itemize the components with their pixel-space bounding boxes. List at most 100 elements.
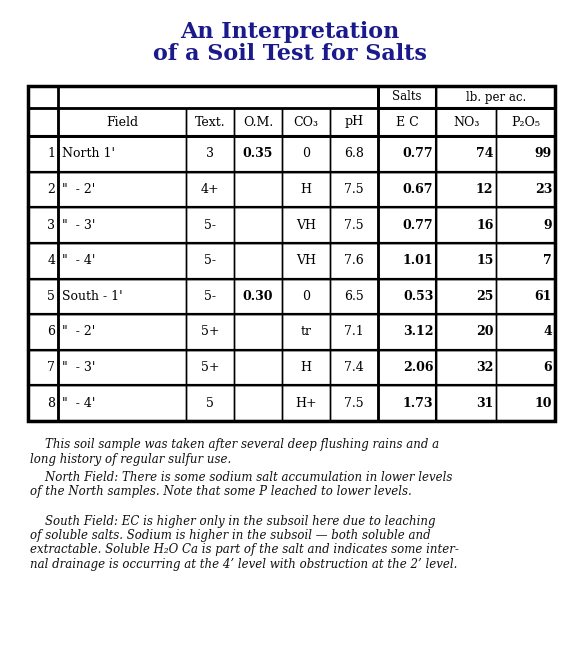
Text: nal drainage is occurring at the 4’ level with obstruction at the 2’ level.: nal drainage is occurring at the 4’ leve…: [30, 558, 458, 571]
Bar: [234, 279, 282, 314]
Bar: [330, 172, 378, 207]
Bar: [436, 108, 496, 136]
Bar: [436, 385, 496, 421]
Text: 9: 9: [543, 218, 552, 232]
Text: 3: 3: [48, 218, 55, 232]
Bar: [186, 207, 234, 243]
Bar: [234, 243, 282, 279]
Bar: [234, 172, 282, 207]
Bar: [186, 172, 234, 207]
Bar: [282, 350, 330, 385]
Text: 6: 6: [543, 361, 552, 374]
Text: 7.5: 7.5: [344, 397, 364, 410]
Text: 5+: 5+: [201, 325, 219, 338]
Bar: [436, 314, 496, 350]
Text: 3: 3: [206, 148, 214, 160]
Bar: [330, 314, 378, 350]
Text: 61: 61: [535, 290, 552, 303]
Text: 6.8: 6.8: [344, 148, 364, 160]
Bar: [282, 136, 330, 172]
Bar: [436, 172, 496, 207]
Text: "  - 3': " - 3': [62, 218, 96, 232]
Bar: [234, 136, 282, 172]
Bar: [496, 314, 555, 350]
Text: H: H: [300, 183, 311, 196]
Text: O.M.: O.M.: [243, 115, 273, 129]
Bar: [436, 243, 496, 279]
Bar: [28, 243, 59, 279]
Bar: [378, 314, 436, 350]
Text: 0.67: 0.67: [403, 183, 433, 196]
Bar: [496, 207, 555, 243]
Bar: [282, 108, 330, 136]
Bar: [59, 207, 186, 243]
Text: pH: pH: [344, 115, 363, 129]
Text: "  - 4': " - 4': [62, 254, 96, 267]
Bar: [282, 314, 330, 350]
Bar: [234, 385, 282, 421]
Bar: [28, 350, 59, 385]
Bar: [378, 86, 555, 108]
Bar: [330, 350, 378, 385]
Bar: [436, 86, 555, 108]
Text: "  - 2': " - 2': [62, 325, 96, 338]
Bar: [282, 172, 330, 207]
Text: 7.4: 7.4: [344, 361, 364, 374]
Bar: [59, 172, 186, 207]
Text: 8: 8: [48, 397, 55, 410]
Text: 5: 5: [206, 397, 214, 410]
Text: 4+: 4+: [201, 183, 219, 196]
Text: Salts: Salts: [392, 91, 422, 104]
Text: 0.35: 0.35: [243, 148, 273, 160]
Bar: [186, 136, 234, 172]
Bar: [28, 207, 59, 243]
Bar: [378, 385, 436, 421]
Text: 6.5: 6.5: [344, 290, 364, 303]
Text: 6: 6: [48, 325, 55, 338]
Text: NO₃: NO₃: [453, 115, 480, 129]
Bar: [378, 350, 436, 385]
Text: 25: 25: [476, 290, 494, 303]
Text: 7.6: 7.6: [344, 254, 364, 267]
Text: 5-: 5-: [204, 290, 216, 303]
Text: 1.73: 1.73: [403, 397, 433, 410]
Text: CO₃: CO₃: [293, 115, 318, 129]
Bar: [28, 314, 555, 350]
Text: North Field: There is some sodium salt accumulation in lower levels: North Field: There is some sodium salt a…: [30, 471, 452, 484]
Bar: [59, 350, 186, 385]
Bar: [436, 207, 496, 243]
Bar: [59, 136, 186, 172]
Bar: [186, 385, 234, 421]
Text: 1: 1: [48, 148, 55, 160]
Text: 7: 7: [543, 254, 552, 267]
Text: 5+: 5+: [201, 361, 219, 374]
Bar: [28, 385, 555, 421]
Text: An Interpretation: An Interpretation: [180, 21, 400, 43]
Text: 32: 32: [476, 361, 494, 374]
Bar: [330, 385, 378, 421]
Text: 16: 16: [476, 218, 494, 232]
Text: 0: 0: [302, 290, 310, 303]
Bar: [496, 279, 555, 314]
Text: 5-: 5-: [204, 218, 216, 232]
Bar: [28, 172, 59, 207]
Bar: [378, 279, 436, 314]
Bar: [28, 172, 555, 207]
Bar: [28, 108, 59, 136]
Text: of soluble salts. Sodium is higher in the subsoil — both soluble and: of soluble salts. Sodium is higher in th…: [30, 529, 430, 542]
Text: 7: 7: [48, 361, 55, 374]
Bar: [234, 314, 282, 350]
Text: 4: 4: [543, 325, 552, 338]
Text: P₂O₅: P₂O₅: [511, 115, 540, 129]
Text: "  - 2': " - 2': [62, 183, 96, 196]
Text: This soil sample was taken after several deep flushing rains and a: This soil sample was taken after several…: [30, 438, 439, 451]
Bar: [234, 108, 282, 136]
Bar: [186, 243, 234, 279]
Text: E C: E C: [396, 115, 418, 129]
Bar: [436, 350, 496, 385]
Text: 7.5: 7.5: [344, 218, 364, 232]
Text: 99: 99: [535, 148, 552, 160]
Bar: [330, 136, 378, 172]
Bar: [496, 243, 555, 279]
Bar: [28, 136, 59, 172]
